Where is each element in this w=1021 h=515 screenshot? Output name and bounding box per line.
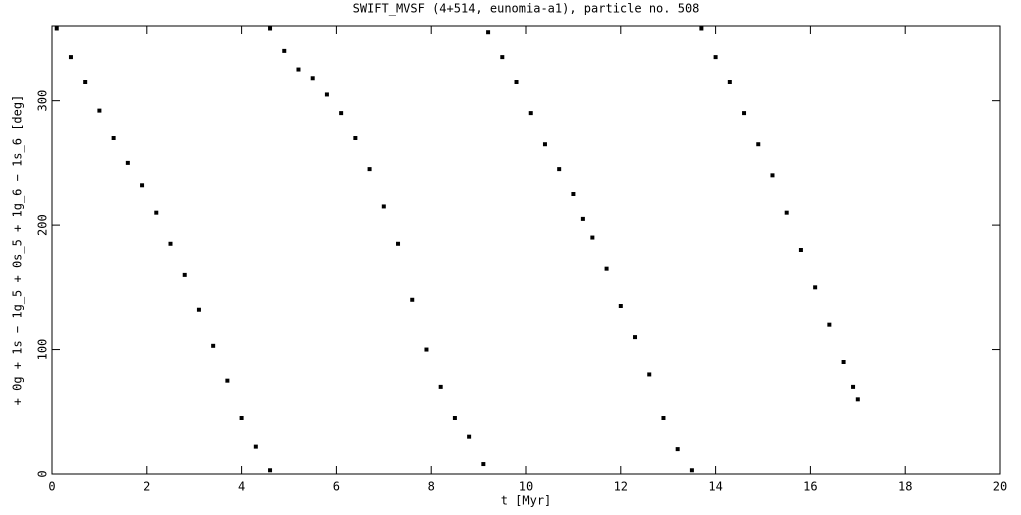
- point: [604, 266, 609, 271]
- point: [268, 26, 273, 31]
- point: [367, 167, 372, 172]
- point: [855, 397, 860, 402]
- point: [239, 416, 244, 420]
- point: [590, 235, 595, 240]
- point: [196, 307, 201, 312]
- point: [618, 304, 623, 308]
- point: [689, 468, 694, 473]
- point: [571, 192, 576, 196]
- point: [140, 183, 145, 188]
- point: [827, 322, 832, 327]
- point: [182, 272, 187, 277]
- y-axis-label: + 0g + 1s − 1g_5 + 0s_5 + 1g_6 − 1s_6 [d…: [11, 95, 25, 406]
- point: [633, 335, 638, 340]
- x-tick-label: 16: [803, 480, 817, 494]
- point: [396, 241, 401, 246]
- x-tick-label: 12: [614, 480, 628, 494]
- point: [727, 80, 732, 84]
- point: [481, 462, 486, 467]
- point: [310, 76, 315, 81]
- point: [83, 80, 88, 84]
- point: [784, 210, 789, 215]
- point: [211, 343, 216, 348]
- point: [542, 142, 547, 147]
- point: [168, 241, 173, 246]
- y-tick-label: 0: [36, 470, 50, 477]
- point: [424, 347, 429, 352]
- point: [452, 416, 457, 420]
- point: [647, 372, 652, 377]
- point: [54, 26, 59, 31]
- x-tick-label: 0: [48, 480, 55, 494]
- x-axis-label: t [Myr]: [501, 494, 552, 508]
- point: [296, 67, 301, 72]
- point: [268, 468, 273, 473]
- point: [699, 26, 704, 31]
- point: [798, 248, 803, 252]
- point: [324, 92, 329, 97]
- point: [253, 444, 258, 449]
- point: [154, 210, 159, 215]
- chart-title: SWIFT_MVSF (4+514, eunomia-a1), particle…: [353, 2, 700, 16]
- point: [438, 384, 443, 389]
- x-tick-label: 6: [333, 480, 340, 494]
- point: [528, 111, 533, 116]
- point: [410, 297, 415, 302]
- point: [661, 416, 666, 420]
- point: [225, 378, 230, 383]
- point: [282, 48, 287, 53]
- point: [713, 55, 718, 60]
- x-tick-label: 18: [898, 480, 912, 494]
- point: [486, 30, 491, 35]
- point: [125, 160, 130, 165]
- plot-frame: [51, 25, 1001, 475]
- y-tick-label: 200: [36, 214, 50, 236]
- point: [557, 167, 562, 172]
- point: [813, 285, 818, 290]
- point: [68, 55, 73, 60]
- point: [742, 111, 747, 116]
- point: [756, 142, 761, 147]
- point: [580, 216, 585, 221]
- x-tick-label: 10: [519, 480, 533, 494]
- point: [514, 80, 519, 84]
- point: [851, 384, 856, 389]
- x-tick-label: 2: [143, 480, 150, 494]
- x-tick-label: 20: [993, 480, 1007, 494]
- point: [381, 204, 386, 209]
- point: [675, 447, 680, 452]
- point: [467, 434, 472, 439]
- x-tick-label: 14: [708, 480, 722, 494]
- point: [500, 55, 505, 60]
- y-tick-label: 300: [36, 90, 50, 112]
- point: [111, 136, 116, 140]
- point: [770, 173, 775, 178]
- point: [841, 360, 846, 364]
- x-tick-label: 4: [238, 480, 245, 494]
- x-tick-label: 8: [428, 480, 435, 494]
- y-tick-label: 100: [36, 339, 50, 361]
- point: [97, 108, 102, 113]
- point: [339, 111, 344, 116]
- point: [353, 136, 358, 140]
